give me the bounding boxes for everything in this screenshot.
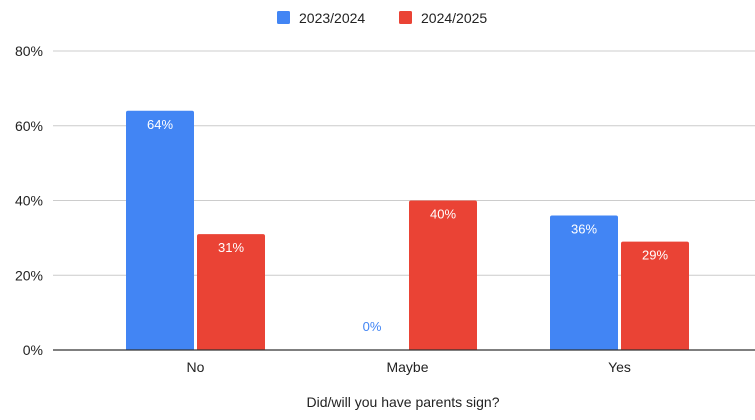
bar-yes-0	[550, 215, 618, 350]
data-label: 29%	[642, 248, 668, 263]
bar-no-0	[126, 110, 194, 350]
data-label: 36%	[571, 221, 597, 236]
x-tick-label: No	[187, 359, 205, 375]
data-label: 40%	[430, 207, 456, 222]
legend-label: 2023/2024	[299, 10, 365, 26]
y-tick-label: 60%	[15, 118, 43, 134]
data-labels: 64% 31% 0% 40% 36% 29%	[147, 117, 668, 334]
x-tick-label: Maybe	[386, 359, 428, 375]
legend-label: 2024/2025	[421, 10, 487, 26]
legend-swatch	[399, 11, 412, 24]
data-label: 31%	[218, 240, 244, 255]
bar-yes-1	[621, 241, 689, 350]
y-tick-label: 40%	[15, 193, 43, 209]
x-axis-title: Did/will you have parents sign?	[307, 394, 500, 410]
y-tick-label: 0%	[23, 342, 43, 358]
y-tick-label: 80%	[15, 43, 43, 59]
bar-no-1	[197, 234, 265, 350]
y-axis: 0% 20% 40% 60% 80%	[15, 43, 43, 358]
x-tick-label: Yes	[608, 359, 631, 375]
data-label: 0%	[363, 319, 382, 334]
legend: 2023/2024 2024/2025	[277, 10, 487, 26]
y-tick-label: 20%	[15, 267, 43, 283]
legend-swatch	[277, 11, 290, 24]
data-label: 64%	[147, 117, 173, 132]
x-axis: No Maybe Yes	[53, 349, 755, 375]
bars	[126, 110, 689, 350]
bar-maybe-1	[409, 200, 477, 350]
